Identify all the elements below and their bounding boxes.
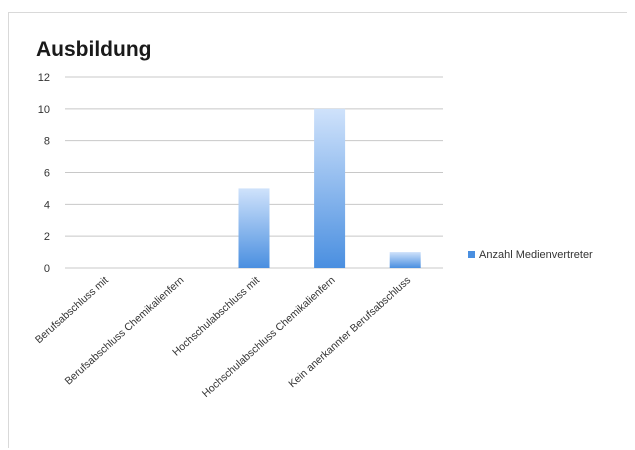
x-category-label: Berufsabschluss mit	[33, 274, 111, 346]
bar	[238, 188, 270, 268]
x-category-label: Hochschulabschluss mit	[170, 274, 262, 358]
y-tick-label: 6	[44, 168, 50, 180]
bar	[389, 252, 421, 268]
x-category-label: Hochschulabschluss Chemikalienfern	[200, 274, 338, 400]
y-tick-label: 12	[38, 72, 50, 84]
y-tick-label: 0	[44, 263, 50, 275]
y-tick-label: 2	[44, 231, 50, 243]
bar	[314, 108, 346, 268]
y-tick-label: 8	[44, 136, 50, 148]
y-tick-label: 4	[44, 199, 50, 211]
legend-label: Anzahl Medienvertreter	[479, 249, 593, 261]
legend: Anzahl Medienvertreter	[468, 249, 593, 261]
chart-title: Ausbildung	[36, 38, 151, 61]
x-category-label: Berufsabschluss Chemikalienfern	[63, 274, 187, 387]
x-category-label: Kein anerkannter Berufsabschluss	[286, 274, 413, 390]
legend-swatch	[468, 251, 475, 258]
y-tick-label: 10	[38, 104, 50, 116]
